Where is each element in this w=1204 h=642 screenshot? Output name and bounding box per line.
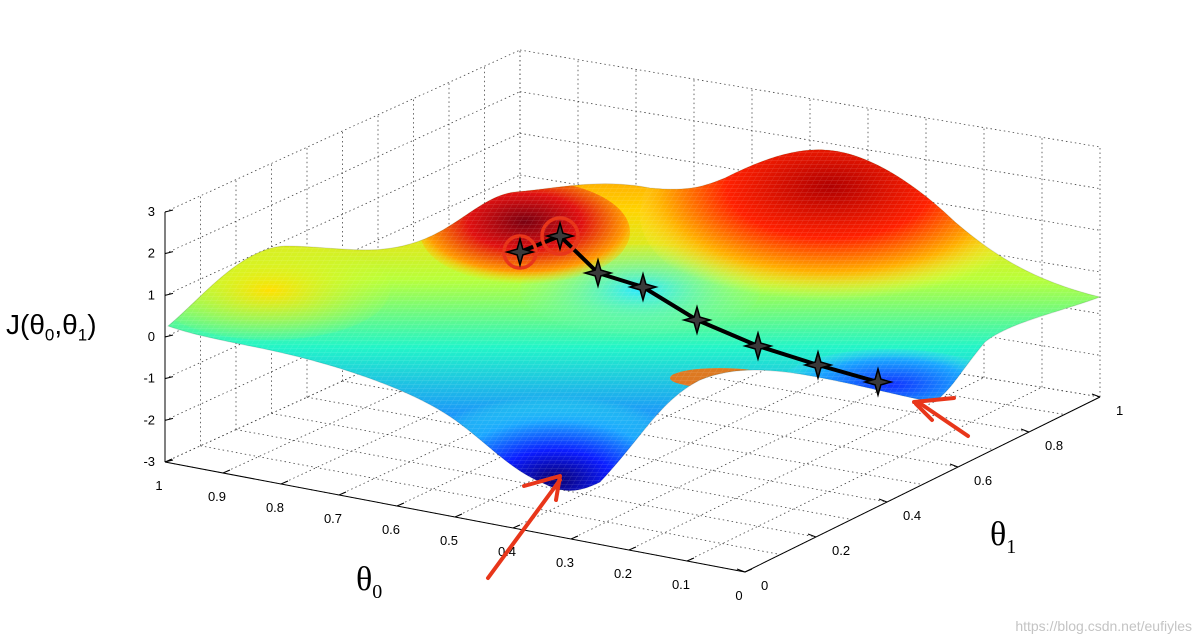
descent-star-marker — [742, 330, 774, 362]
z-tick — [164, 251, 174, 255]
theta1-tick — [1091, 393, 1101, 398]
watermark: https://blog.csdn.net/eufiyles — [1015, 618, 1192, 634]
grid-line — [271, 413, 852, 520]
grid-line — [200, 445, 781, 555]
grid-line — [235, 429, 817, 538]
theta1-tick-label: 0.4 — [903, 508, 921, 523]
theta1-tick-label: 0.8 — [1045, 438, 1063, 453]
theta0-tick — [570, 535, 579, 540]
z-tick-label: 2 — [148, 246, 155, 261]
theta0-tick — [744, 568, 753, 573]
theta0-tick — [686, 557, 695, 562]
arrow-shaft-right — [916, 400, 970, 438]
z-tick — [164, 417, 174, 421]
grid-line — [164, 91, 521, 255]
descent-line — [519, 234, 879, 384]
z-tick — [164, 376, 174, 380]
z-tick-label: -2 — [143, 412, 155, 427]
descent-star-marker — [582, 257, 614, 289]
ylabel-sub0: 0 — [44, 325, 55, 345]
z-tick-label: 1 — [148, 287, 155, 302]
theta0-tick — [338, 491, 347, 496]
grid-line — [628, 377, 985, 551]
grid-line — [413, 348, 994, 450]
theta1-subscript: 1 — [1006, 535, 1017, 558]
grid-line — [164, 49, 521, 213]
z-tick-label: 3 — [148, 204, 155, 219]
z-tick-label: -3 — [143, 454, 155, 469]
z-tick — [164, 209, 174, 213]
theta0-tick-label: 0.5 — [440, 533, 458, 548]
z-tick-label: -1 — [143, 371, 155, 386]
descent-star-marker — [862, 366, 894, 398]
annotation-arrows — [486, 396, 970, 580]
ylabel-close: ) — [87, 309, 97, 340]
grid-line — [164, 174, 521, 338]
theta1-tick — [1020, 428, 1030, 433]
theta0-subscript: 0 — [372, 580, 383, 603]
grid-line — [342, 380, 923, 485]
arrow-head-left — [522, 474, 562, 502]
start-highlight-circle — [502, 234, 538, 270]
theta1-tick — [807, 533, 817, 538]
theta0-tick — [280, 480, 289, 485]
theta0-tick-label: 0.7 — [324, 511, 342, 526]
theta0-tick — [512, 524, 521, 529]
theta0-tick-label: 0 — [735, 588, 742, 603]
theta1-symbol: θ — [990, 516, 1007, 553]
theta0-tick-label: 0.9 — [208, 489, 226, 504]
theta0-tick — [164, 458, 173, 463]
grid-line — [686, 386, 1043, 562]
theta1-tick-label: 0.2 — [832, 543, 850, 558]
z-tick-label: 0 — [148, 329, 155, 344]
theta0-tick-label: 0.1 — [672, 577, 690, 592]
grid-line — [306, 396, 888, 503]
theta0-tick-label: 1 — [155, 478, 162, 493]
theta1-tick — [949, 463, 959, 468]
z-tick — [164, 334, 174, 338]
theta0-tick-label: 0.8 — [266, 500, 284, 515]
gradient-descent-path — [502, 216, 894, 398]
theta0-tick — [222, 469, 231, 474]
theta1-tick — [736, 568, 746, 573]
ylabel: J(θ0,θ1) — [6, 311, 97, 344]
descent-star-marker — [802, 349, 834, 381]
theta0-tick-label: 0.2 — [614, 566, 632, 581]
arrow-head-right — [912, 396, 956, 422]
theta0-tick — [454, 513, 463, 518]
ylabel-comma: ,θ — [54, 309, 78, 340]
descent-star-marker — [627, 271, 659, 303]
theta0-tick-label: 0.3 — [556, 555, 574, 570]
theta1-tick-label: 1 — [1116, 403, 1123, 418]
arrow-shaft-left — [486, 478, 562, 580]
theta1-tick — [878, 498, 888, 503]
start-highlight-circle — [540, 216, 580, 256]
theta0-symbol: θ — [356, 561, 373, 598]
axes: 3210-1-2-310.90.80.70.60.50.40.30.20.100… — [143, 204, 1123, 603]
ylabel-text: J(θ — [6, 309, 45, 340]
ylabel-sub1: 1 — [77, 325, 88, 345]
descent-star-marker — [681, 304, 713, 336]
theta0-tick — [628, 546, 637, 551]
descent-star-marker — [544, 220, 576, 252]
theta1-title: θ1 — [990, 518, 1016, 557]
theta0-tick — [396, 502, 405, 507]
grid-line — [164, 132, 521, 296]
theta0-tick-label: 0.6 — [382, 522, 400, 537]
theta0-title: θ0 — [356, 563, 382, 602]
grid-line — [377, 364, 959, 468]
z-tick — [164, 292, 174, 296]
theta1-tick-label: 0.6 — [974, 473, 992, 488]
descent-star-marker — [504, 236, 536, 268]
theta1-axis-line — [744, 396, 1101, 573]
theta1-tick-label: 0 — [761, 578, 768, 593]
